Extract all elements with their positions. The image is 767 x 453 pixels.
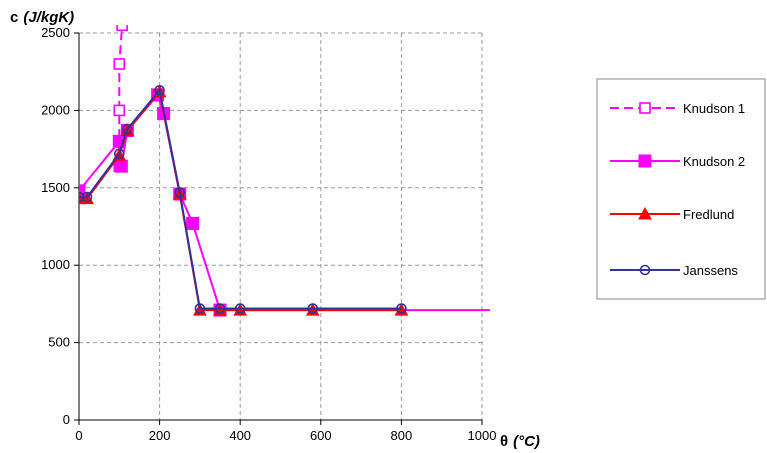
data-point-janssens <box>154 84 165 96</box>
x-tick-label: 0 <box>75 428 82 443</box>
y-tick-label: 2500 <box>41 25 70 40</box>
x-axis-unit: (°C) <box>513 433 540 450</box>
y-tick-label: 500 <box>48 335 70 350</box>
x-axis-symbol: θ <box>500 433 508 450</box>
x-tick-label: 800 <box>391 428 413 443</box>
data-point-janssens <box>396 303 407 314</box>
data-point-janssens <box>122 123 133 135</box>
data-point-janssens <box>79 191 85 203</box>
data-point-knudson-1 <box>113 58 126 70</box>
data-point-knudson-1 <box>113 104 126 117</box>
data-point-janssens <box>214 303 226 314</box>
grid-lines <box>79 32 483 420</box>
y-tick-label: 1500 <box>41 180 70 195</box>
legend-swatch-marker <box>639 102 651 114</box>
legend-label: Janssens <box>683 263 738 278</box>
legend: Knudson 1 Knudson 2 Fredlund Janssens <box>596 78 766 300</box>
legend-label: Fredlund <box>683 207 734 222</box>
series-line-knudson-2 <box>79 92 491 312</box>
legend-box <box>596 78 766 300</box>
data-point-janssens <box>174 187 186 198</box>
y-tick-labels: 0 500 1000 1500 2000 2500 <box>41 25 70 427</box>
x-axis-title: θ (°C) <box>500 433 540 450</box>
data-point-knudson-2 <box>114 159 128 173</box>
data-point-janssens <box>194 303 206 314</box>
legend-swatch-marker <box>638 206 652 220</box>
series-line-janssens <box>79 88 402 310</box>
data-point-knudson-2 <box>79 184 86 198</box>
y-axis-title: c (J/kgK) <box>10 9 74 26</box>
x-tick-label: 200 <box>149 428 171 443</box>
series-janssens <box>79 84 407 314</box>
x-tick-label: 400 <box>229 428 251 443</box>
series-layer <box>79 25 491 317</box>
x-tick-label: 1000 <box>468 428 497 443</box>
legend-item-knudson-1: Knudson 1 <box>610 101 745 116</box>
y-tick-label: 1000 <box>41 257 70 272</box>
y-axis-unit: (J/kgK) <box>23 9 74 26</box>
legend-label: Knudson 2 <box>683 154 745 169</box>
data-point-knudson-2 <box>186 216 200 230</box>
series-knudson-2 <box>79 88 491 317</box>
axes <box>74 32 483 425</box>
legend-label: Knudson 1 <box>683 101 745 116</box>
y-tick-label: 0 <box>63 412 70 427</box>
x-tick-labels: 0 200 400 600 800 1000 <box>75 428 496 443</box>
data-point-janssens <box>114 148 125 160</box>
data-point-knudson-1 <box>116 25 128 32</box>
y-axis-symbol: c <box>10 9 18 26</box>
legend-item-janssens: Janssens <box>610 263 738 278</box>
data-point-janssens <box>307 303 319 314</box>
legend-item-fredlund: Fredlund <box>610 206 734 222</box>
legend-item-knudson-2: Knudson 2 <box>610 154 745 169</box>
y-tick-label: 2000 <box>41 102 70 117</box>
data-point-janssens <box>81 191 93 203</box>
data-point-janssens <box>234 303 246 314</box>
legend-swatch-marker <box>638 154 652 168</box>
x-tick-label: 600 <box>310 428 332 443</box>
legend-swatch-marker <box>639 264 651 276</box>
